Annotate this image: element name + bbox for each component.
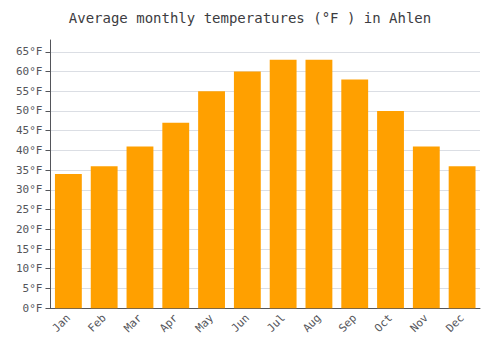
svg-text:Oct: Oct [372, 312, 395, 335]
svg-text:Sep: Sep [336, 312, 359, 335]
svg-text:15°F: 15°F [16, 243, 43, 256]
svg-text:50°F: 50°F [16, 104, 43, 117]
svg-text:Average monthly temperatures (: Average monthly temperatures (°F ) in Ah… [69, 10, 431, 26]
svg-text:55°F: 55°F [16, 85, 43, 98]
svg-text:Mar: Mar [121, 311, 144, 334]
svg-text:35°F: 35°F [16, 164, 43, 177]
svg-text:5°F: 5°F [23, 282, 43, 295]
svg-text:Jul: Jul [265, 312, 288, 335]
svg-text:May: May [193, 311, 216, 334]
svg-text:Jun: Jun [229, 312, 252, 335]
svg-text:0°F: 0°F [23, 302, 43, 315]
svg-text:65°F: 65°F [16, 45, 43, 58]
svg-text:Apr: Apr [157, 311, 180, 334]
svg-text:25°F: 25°F [16, 203, 43, 216]
svg-text:10°F: 10°F [16, 262, 43, 275]
svg-text:40°F: 40°F [16, 144, 43, 157]
svg-text:20°F: 20°F [16, 223, 43, 236]
svg-text:Nov: Nov [408, 311, 431, 334]
svg-text:45°F: 45°F [16, 124, 43, 137]
svg-text:Jan: Jan [50, 312, 73, 335]
svg-text:Aug: Aug [300, 312, 323, 335]
svg-text:Feb: Feb [86, 312, 109, 335]
svg-text:60°F: 60°F [16, 65, 43, 78]
svg-text:30°F: 30°F [16, 183, 43, 196]
svg-text:Dec: Dec [443, 312, 466, 335]
